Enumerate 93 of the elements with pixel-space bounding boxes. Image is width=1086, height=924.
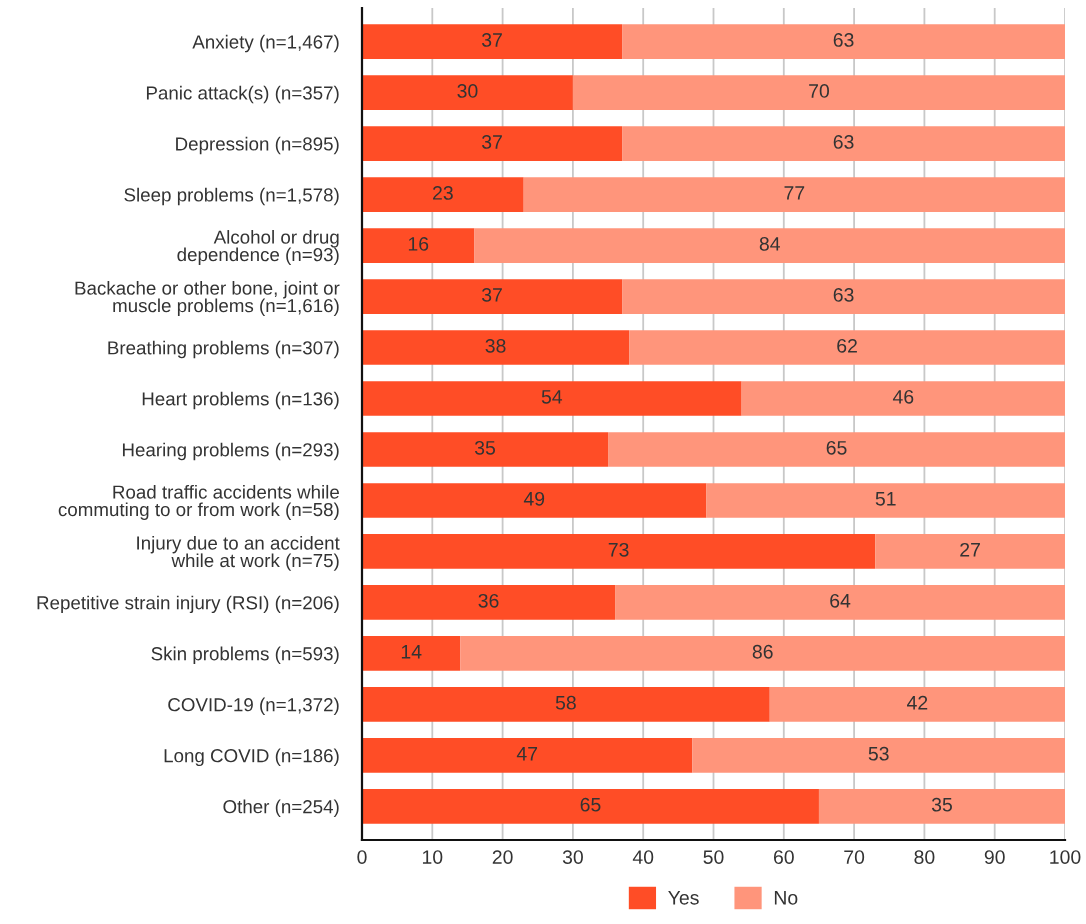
data-label: 84 xyxy=(759,237,780,251)
data-label: 53 xyxy=(868,746,889,761)
y-tick-label: Backache or other bone, joint or muscle problems (n=1,616) xyxy=(75,281,340,316)
bar xyxy=(818,789,1065,824)
data-label: 65 xyxy=(826,440,847,455)
bar xyxy=(615,585,1065,620)
bar xyxy=(362,636,461,671)
x-tick-label: 30 xyxy=(562,850,583,864)
x-tick-label: 20 xyxy=(492,850,513,864)
bar xyxy=(629,330,1065,365)
y-tick-label: COVID-19 (n=1,372) xyxy=(168,697,339,716)
x-tick-label: 100 xyxy=(1050,850,1081,864)
data-label: 86 xyxy=(752,644,773,659)
y-tick-label: Injury due to an accident while at work (n=75) xyxy=(137,535,340,571)
y-tick-label: Other (n=254) xyxy=(223,799,339,818)
y-tick-label: Panic attack(s) (n=357) xyxy=(146,85,339,104)
data-label: 77 xyxy=(784,186,805,200)
data-label: 58 xyxy=(555,695,576,710)
y-tick-label: Road traffic accidents while commuting to or from work (n=58) xyxy=(58,484,339,520)
data-label: 65 xyxy=(580,797,601,812)
data-label: 63 xyxy=(833,33,854,47)
y-tick-label: Breathing problems (n=307) xyxy=(108,340,339,359)
bar xyxy=(622,24,1065,59)
legend-label: No xyxy=(774,891,798,905)
data-label: 16 xyxy=(408,237,429,251)
data-label: 35 xyxy=(474,440,496,455)
x-tick-label: 80 xyxy=(914,850,935,864)
data-label: 64 xyxy=(830,593,851,608)
y-tick-label: Skin problems (n=593) xyxy=(151,646,339,665)
data-label: 54 xyxy=(541,390,563,404)
legend-label: Yes xyxy=(668,891,699,905)
x-tick-label: 70 xyxy=(844,850,865,864)
data-label: 37 xyxy=(481,33,502,47)
bar xyxy=(523,177,1065,212)
data-label: 42 xyxy=(907,695,928,710)
x-tick-label: 90 xyxy=(984,850,1005,864)
data-label: 73 xyxy=(608,542,629,557)
y-tick-label: Depression (n=895) xyxy=(176,136,339,155)
y-tick-label: Sleep problems (n=1,578) xyxy=(124,187,339,206)
bar xyxy=(622,126,1065,161)
bar xyxy=(362,585,616,620)
data-label: 70 xyxy=(809,84,829,98)
data-label: 37 xyxy=(481,135,502,149)
bar xyxy=(362,330,630,365)
bar xyxy=(362,126,623,161)
bar xyxy=(362,279,623,314)
data-label: 49 xyxy=(523,491,545,506)
bar xyxy=(362,177,524,212)
data-label: 62 xyxy=(837,338,857,353)
y-tick-label: Heart problems (n=136) xyxy=(142,391,339,410)
data-label: 63 xyxy=(833,135,854,149)
x-tick-label: 0 xyxy=(357,850,367,864)
bar xyxy=(706,483,1065,518)
bar xyxy=(622,279,1065,314)
bar xyxy=(474,228,1065,263)
bar xyxy=(362,789,819,824)
data-label: 46 xyxy=(892,389,914,404)
y-tick-label: Repetitive strain injury (RSI) (n=206) xyxy=(37,595,339,614)
bar xyxy=(362,24,623,59)
data-label: 51 xyxy=(875,492,896,506)
y-tick-label: Hearing problems (n=293) xyxy=(122,442,339,461)
data-label: 35 xyxy=(931,797,952,812)
bar xyxy=(362,75,573,110)
bar xyxy=(769,687,1065,722)
data-label: 27 xyxy=(960,542,980,557)
bar xyxy=(460,636,1065,671)
data-label: 36 xyxy=(478,593,499,608)
bar xyxy=(362,687,770,722)
y-tick-label: Anxiety (n=1,467) xyxy=(192,34,339,53)
bar xyxy=(875,534,1065,569)
bar xyxy=(741,381,1065,416)
bar xyxy=(608,432,1065,467)
data-label: 23 xyxy=(433,186,453,200)
x-tick-label: 40 xyxy=(632,850,654,864)
bar xyxy=(362,228,475,263)
x-tick-label: 50 xyxy=(703,850,724,864)
bar xyxy=(362,738,693,773)
y-tick-label: Alcohol or drug dependence (n=93) xyxy=(177,230,339,265)
data-label: 63 xyxy=(833,288,854,302)
bar xyxy=(572,75,1065,110)
bar xyxy=(362,432,609,467)
data-label: 30 xyxy=(457,84,478,98)
x-tick-label: 60 xyxy=(773,850,794,864)
data-label: 14 xyxy=(401,645,422,659)
bar xyxy=(362,381,742,416)
data-label: 47 xyxy=(516,747,538,761)
data-label: 37 xyxy=(481,288,502,302)
x-tick-label: 10 xyxy=(422,850,443,864)
bar xyxy=(362,483,707,518)
y-tick-label: Long COVID (n=186) xyxy=(164,748,339,767)
data-label: 38 xyxy=(485,338,506,353)
bar xyxy=(362,534,876,569)
bar xyxy=(692,738,1065,773)
